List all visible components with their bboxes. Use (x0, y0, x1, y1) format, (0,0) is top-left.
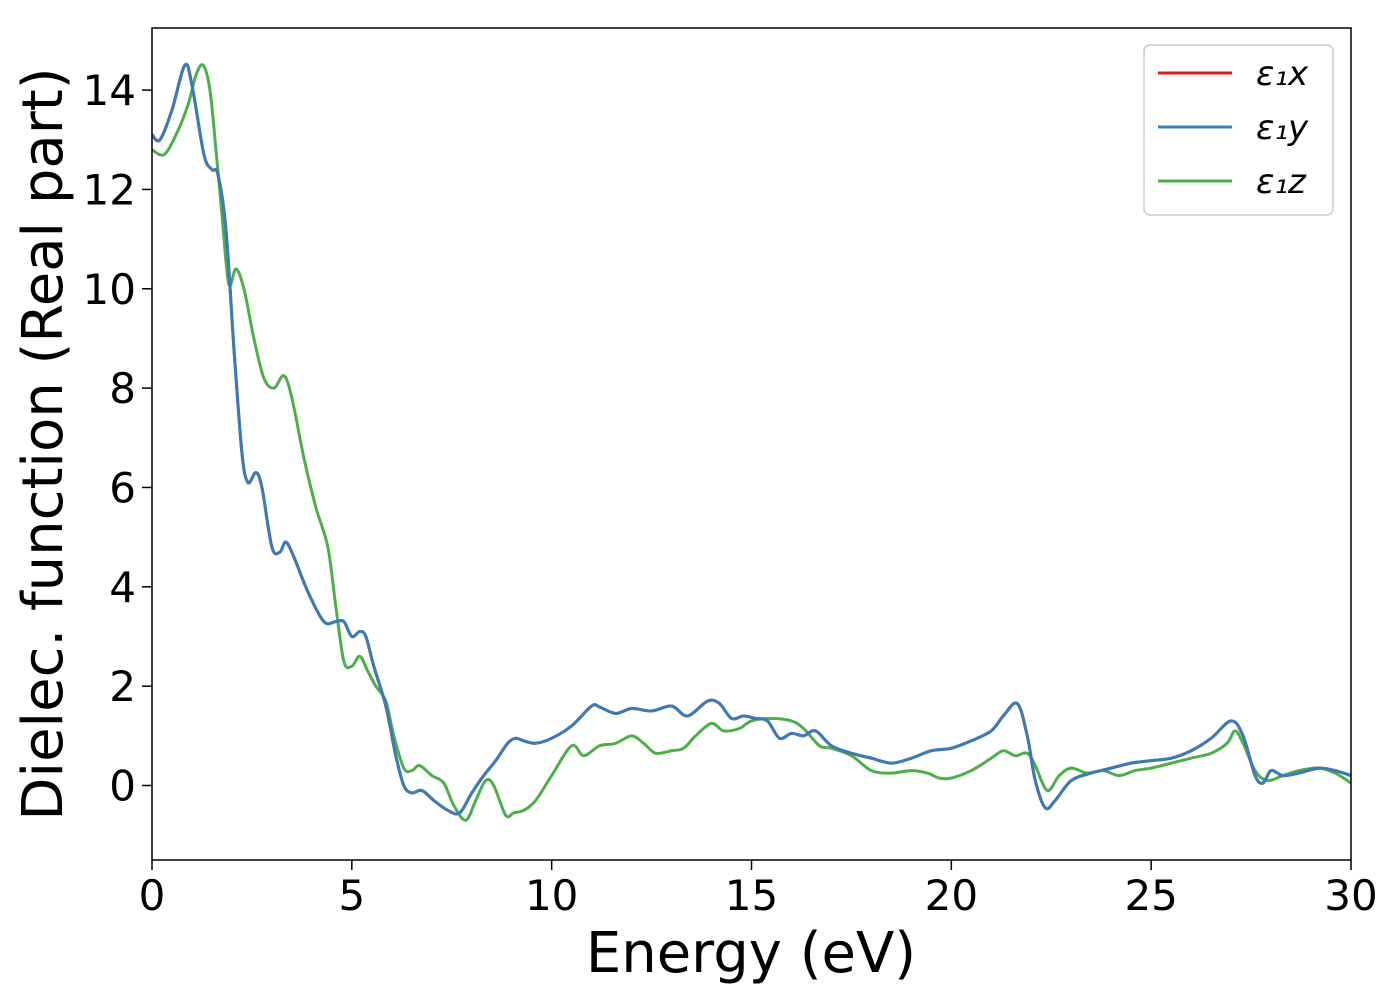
x-axis-label: Energy (eV) (586, 921, 916, 986)
y-tick-label: 14 (83, 66, 136, 115)
y-tick-label: 4 (109, 563, 136, 612)
x-tick-label: 25 (1124, 871, 1177, 920)
y-tick-label: 8 (109, 364, 136, 413)
series-layer (150, 62, 1352, 822)
legend-label-x: ε₁x (1256, 54, 1309, 94)
legend-box (1143, 44, 1334, 216)
y-tick-label: 12 (83, 165, 136, 214)
legend-label-z: ε₁z (1256, 162, 1307, 202)
legend: ε₁x ε₁y ε₁z (1143, 44, 1334, 216)
x-tick-label: 0 (139, 871, 166, 920)
y-tick-label: 0 (109, 761, 136, 810)
series-line-y (150, 62, 1352, 816)
y-tick-label: 2 (109, 662, 136, 711)
x-tick-label: 10 (525, 871, 578, 920)
legend-label-y: ε₁y (1256, 108, 1309, 148)
x-tick-label: 20 (925, 871, 978, 920)
x-tick-label: 5 (338, 871, 365, 920)
y-tick-label: 6 (109, 463, 136, 512)
x-axis-ticks: 0 5 10 15 20 25 30 (139, 860, 1378, 920)
x-tick-label: 30 (1324, 871, 1377, 920)
y-tick-label: 10 (83, 265, 136, 314)
y-axis-label: Dielec. function (Real part) (11, 67, 76, 820)
x-tick-label: 15 (725, 871, 778, 920)
y-axis-ticks: 0 2 4 6 8 10 12 14 (83, 66, 152, 810)
